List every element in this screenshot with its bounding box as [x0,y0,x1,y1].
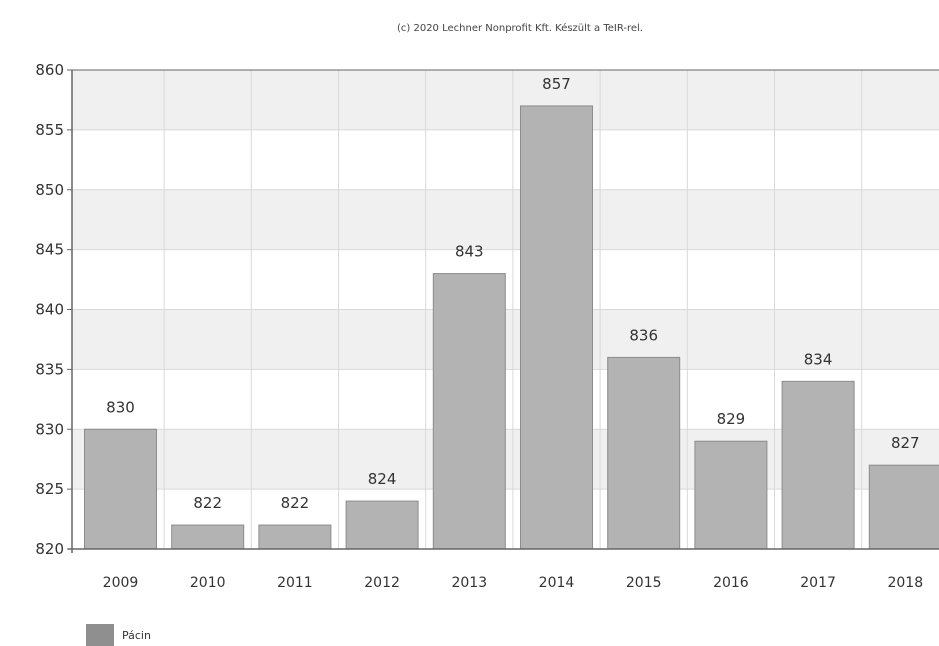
y-tick-label-840: 840 [35,301,64,319]
y-tick-label-820: 820 [35,540,64,558]
bar-2016 [694,440,768,550]
x-tick-label-2010: 2010 [190,575,226,591]
data-label-2016: 829 [717,410,746,428]
y-tick-label-845: 845 [35,241,64,259]
bar-2010 [171,524,245,550]
x-tick-label-2011: 2011 [277,575,313,591]
bars-group [84,105,939,550]
bar-2017 [781,380,855,550]
x-tick-label-2016: 2016 [713,575,749,591]
y-tick-label-855: 855 [35,121,64,139]
data-label-2011: 822 [281,494,310,512]
data-label-2017: 834 [804,350,833,368]
x-tick-label-2009: 2009 [103,575,139,591]
legend: Pácin [86,624,151,646]
y-tick-label-860: 860 [35,61,64,79]
data-label-2015: 836 [629,326,658,344]
bar-2009 [84,428,157,550]
data-label-2009: 830 [106,398,135,416]
y-tick-label-825: 825 [35,480,64,498]
y-tick-label-850: 850 [35,181,64,199]
axes-group: 2009 2010 2011 2012 2013 2014 2015 2016 2017 2018… [35,61,939,591]
x-tick-label-2015: 2015 [626,575,662,591]
data-labels-group: 830 822 822 824 843 857 836 829 834 827 [106,75,919,512]
bar-2015 [607,356,681,550]
bar-2014 [520,105,593,550]
copyright-credit: (c) 2020 Lechner Nonprofit Kft. Készült … [397,22,643,34]
data-label-2013: 843 [455,243,484,261]
data-label-2012: 824 [368,470,397,488]
data-label-2014: 857 [542,75,571,93]
x-tick-label-2012: 2012 [364,575,400,591]
bar-2011 [258,524,332,550]
x-tick-label-2013: 2013 [451,575,487,591]
y-tick-label-835: 835 [35,360,64,378]
y-tick-label-830: 830 [35,420,64,438]
bar-2013 [432,273,506,550]
bar-2018 [868,464,939,550]
data-label-2018: 827 [891,434,920,452]
x-tick-label-2014: 2014 [539,575,575,591]
band-845 [72,189,939,250]
legend-label: Pácin [122,629,151,642]
bar-2012 [345,500,419,550]
x-tick-label-2018: 2018 [887,575,923,591]
x-tick-label-2017: 2017 [800,575,836,591]
data-label-2010: 822 [193,494,222,512]
band-855 [72,70,939,130]
legend-swatch [86,624,114,646]
